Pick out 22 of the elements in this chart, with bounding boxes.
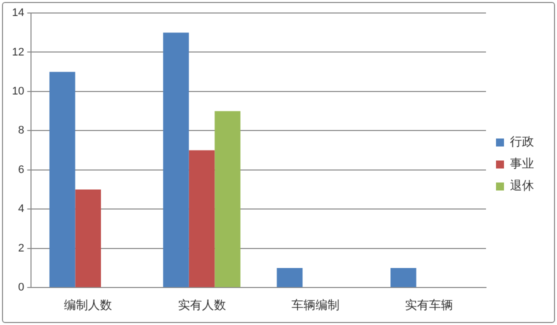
x-tick-label: 实有车辆 xyxy=(405,298,454,312)
legend-label: 退休 xyxy=(510,178,534,193)
bar xyxy=(188,150,215,288)
y-tick-label: 6 xyxy=(18,164,24,176)
y-tick-label: 2 xyxy=(18,242,24,254)
legend-label: 行政 xyxy=(510,134,534,149)
y-tick-label: 12 xyxy=(12,46,24,58)
bar xyxy=(276,268,303,288)
bar xyxy=(390,268,416,288)
y-tick-label: 4 xyxy=(18,203,24,216)
x-tick-label: 车辆编制 xyxy=(291,298,340,312)
legend-label: 事业 xyxy=(510,156,534,171)
x-tick-label: 实有人数 xyxy=(178,298,226,312)
y-tick-label: 10 xyxy=(12,85,24,98)
bar xyxy=(214,111,240,288)
bar xyxy=(163,32,189,288)
y-tick-label: 0 xyxy=(18,282,24,294)
bar xyxy=(49,72,76,288)
y-tick-label: 14 xyxy=(12,7,24,20)
x-tick-label: 编制人数 xyxy=(64,298,112,312)
y-tick-label: 8 xyxy=(18,124,24,137)
bar xyxy=(75,190,101,288)
